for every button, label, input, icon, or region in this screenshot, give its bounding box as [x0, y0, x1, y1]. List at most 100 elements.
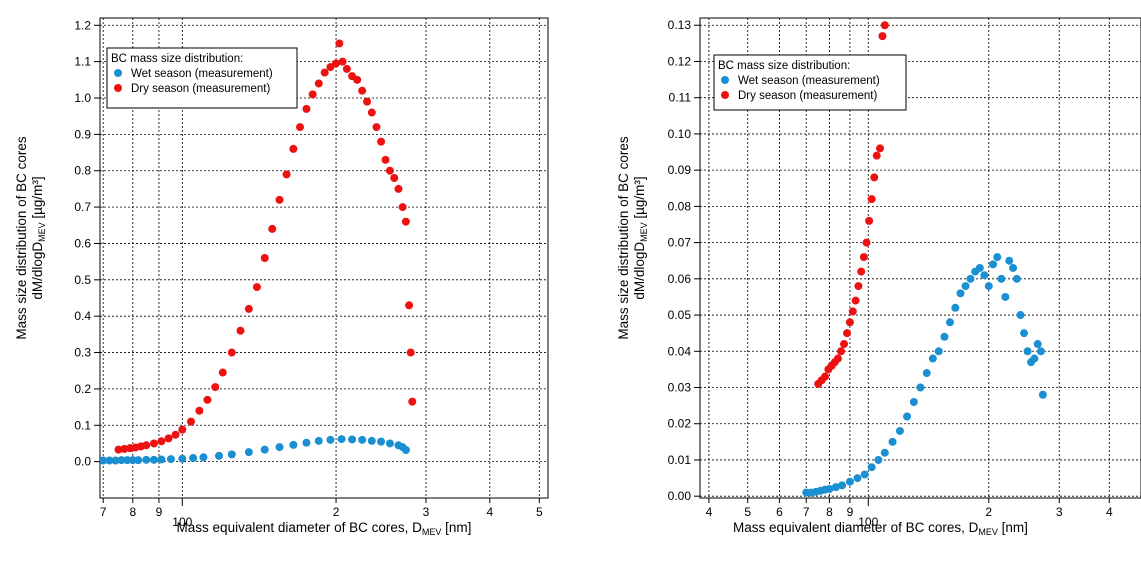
- dry-season-point: [289, 144, 298, 153]
- dry-season-point: [367, 108, 376, 117]
- wet-season-point: [888, 437, 897, 446]
- wet-season-point: [1020, 329, 1029, 338]
- y-tick-label: 0.8: [74, 164, 91, 178]
- dry-season-point: [851, 296, 860, 305]
- legend-box: [713, 54, 907, 111]
- y-tick-label: 0.2: [74, 382, 91, 396]
- wet-season-point: [215, 451, 224, 460]
- wet-season-point: [348, 435, 357, 444]
- x-axis-title: Mass equivalent diameter of BC cores, DM…: [177, 520, 472, 537]
- wet-season-point: [275, 443, 284, 452]
- x-axis-title-subscript: MEV: [978, 527, 998, 537]
- wet-season-point: [1012, 274, 1021, 283]
- dry-season-point: [876, 144, 885, 153]
- dry-season-series: [114, 39, 417, 454]
- wet-season-point: [314, 436, 323, 445]
- dry-season-point: [821, 372, 830, 381]
- dry-season-point: [401, 217, 410, 226]
- left-chart: 0.0 0.1 0.2 0.3 0.4 0.5 0.6 0.7 0.8 0.9 1.0 1.1 1.2 7…: [14, 17, 549, 537]
- wet-season-point: [199, 453, 208, 462]
- y-tick-label: 0.05: [668, 308, 692, 322]
- y-tick-label: 0.13: [668, 18, 692, 32]
- dry-season-point: [142, 441, 151, 450]
- wet-season-point: [105, 456, 114, 465]
- legend-marker: [721, 91, 729, 99]
- dry-season-point: [149, 439, 158, 448]
- data-points: [100, 39, 417, 465]
- y-tick-label: 0.4: [74, 309, 91, 323]
- wet-season-point: [845, 477, 854, 486]
- y-axis-title-line2-main: dM/dlogD: [30, 242, 45, 300]
- y-tick-label: 0.06: [668, 272, 692, 286]
- y-tick-label: 1.1: [74, 55, 91, 69]
- wet-season-point: [984, 282, 993, 291]
- dry-season-point: [394, 184, 403, 193]
- wet-season-point: [1016, 311, 1025, 320]
- x-tick-label: 8: [826, 505, 833, 519]
- dry-season-point: [227, 348, 236, 357]
- x-tick-label: 9: [156, 505, 163, 519]
- dry-season-point: [859, 253, 868, 262]
- wet-season-point: [358, 435, 367, 444]
- dry-season-point: [857, 267, 866, 276]
- x-tick-label: 5: [744, 505, 751, 519]
- y-tick-label: 0.6: [74, 236, 91, 250]
- y-axis-title-line2-subscript: MEV: [37, 222, 47, 242]
- y-axis-title: Mass size distribution of BC cores dM/dlo…: [616, 136, 649, 340]
- dry-season-point: [164, 434, 173, 443]
- wet-season-point: [377, 437, 386, 446]
- wet-season-point: [867, 463, 876, 472]
- wet-season-point: [189, 454, 198, 462]
- wet-season-point: [961, 282, 970, 291]
- dry-season-point: [244, 304, 253, 313]
- dry-season-point: [268, 224, 277, 233]
- wet-season-point: [227, 450, 236, 459]
- wet-season-point: [289, 440, 298, 449]
- wet-season-point: [134, 456, 143, 465]
- dry-season-point: [260, 254, 269, 262]
- y-tick-label: 0.9: [74, 127, 91, 141]
- dry-season-point: [335, 39, 344, 48]
- y-axis-title-line2-main: dM/dlogD: [632, 242, 647, 300]
- x-tick-label: 2: [985, 505, 992, 519]
- legend-label: Dry season (measurement): [131, 83, 270, 95]
- wet-season-point: [157, 455, 166, 464]
- plot-frame: [99, 17, 549, 499]
- y-tick-label: 0.00: [668, 489, 692, 503]
- wet-season-point: [326, 435, 335, 444]
- x-axis-title-main: Mass equivalent diameter of BC cores, D: [177, 520, 423, 535]
- y-tick-label: 0.3: [74, 346, 91, 360]
- legend: BC mass size distribution: Wet season (me…: [713, 54, 907, 111]
- wet-season-point: [853, 474, 862, 483]
- x-tick-label: 9: [847, 505, 854, 519]
- dry-season-point: [358, 86, 367, 95]
- wet-season-point: [128, 456, 137, 465]
- dry-season-point: [862, 238, 871, 247]
- y-tick-label: 0.1: [74, 418, 91, 432]
- dry-season-point: [372, 123, 381, 132]
- y-axis-title: Mass size distribution of BC cores dM/dlo…: [14, 136, 47, 340]
- x-tick-label: 5: [536, 505, 543, 519]
- legend-label: Dry season (measurement): [738, 90, 877, 102]
- dry-season-point: [236, 326, 245, 335]
- dry-season-point: [157, 437, 166, 446]
- wet-season-series: [100, 435, 410, 465]
- y-tick-label: 0.12: [668, 54, 692, 68]
- wet-season-point: [934, 347, 943, 356]
- x-tick-label: 7: [100, 505, 107, 519]
- x-tick-label: 4: [486, 505, 493, 519]
- dry-season-point: [178, 425, 187, 434]
- x-axis-title-unit: [nm]: [998, 520, 1028, 535]
- dry-season-point: [843, 329, 852, 338]
- legend-label: Wet season (measurement): [131, 68, 273, 80]
- plot-frame: [699, 17, 1141, 499]
- wet-season-point: [244, 448, 253, 457]
- dry-season-point: [296, 123, 305, 132]
- dry-season-point: [187, 417, 196, 426]
- dry-season-point: [195, 406, 204, 415]
- legend-box: [106, 47, 298, 109]
- y-tick-label: 1.0: [74, 91, 91, 105]
- data-points: [802, 21, 1047, 497]
- y-axis-title-line1: Mass size distribution of BC cores: [616, 136, 631, 340]
